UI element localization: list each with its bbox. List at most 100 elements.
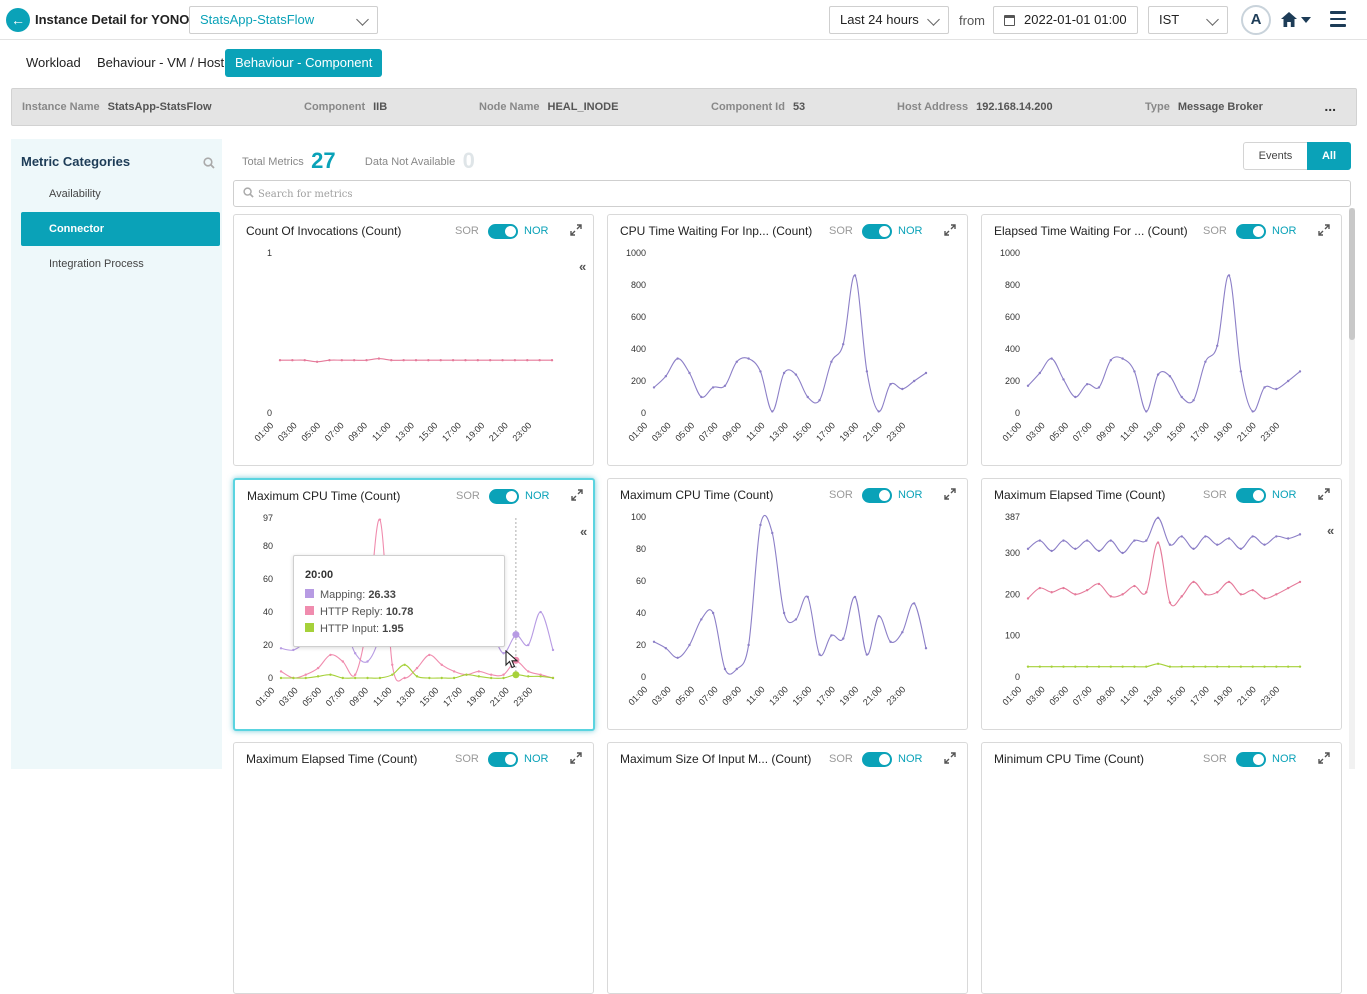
sidebar-item-connector[interactable]: Connector (21, 212, 220, 246)
sor-nor-toggle[interactable] (489, 489, 519, 504)
data-point (465, 673, 468, 676)
data-point (378, 676, 382, 680)
scrollbar-thumb[interactable] (1349, 208, 1355, 340)
metric-card[interactable]: Count Of Invocations (Count) SOR NOR « 0 1 01:… (233, 214, 594, 466)
data-point (451, 359, 455, 362)
search-icon[interactable] (203, 157, 215, 169)
events-filter-button[interactable]: Events (1243, 142, 1308, 170)
sor-nor-toggle[interactable] (1236, 752, 1266, 767)
metric-card[interactable]: Maximum Size Of Input M... (Count) SOR NOR (607, 742, 968, 994)
expand-icon[interactable] (1318, 224, 1330, 236)
data-point (1038, 586, 1042, 590)
metric-card[interactable]: Maximum Elapsed Time (Count) SOR NOR « 0 100 2… (981, 478, 1342, 730)
sor-nor-toggle[interactable] (862, 224, 892, 239)
data-point (1062, 539, 1065, 542)
timezone-select[interactable]: IST (1148, 6, 1228, 34)
x-tick-label: 17:00 (440, 420, 463, 443)
content-scrollbar[interactable] (1349, 208, 1355, 769)
expand-icon[interactable] (944, 752, 956, 764)
nor-label: NOR (1272, 489, 1297, 501)
data-point (1251, 665, 1254, 668)
x-tick-label: 09:00 (1094, 684, 1117, 707)
tab-behaviour-component[interactable]: Behaviour - Component (225, 49, 383, 77)
x-tick-label: 03:00 (650, 684, 673, 707)
collapse-legend-icon[interactable]: « (1327, 523, 1335, 538)
more-options-button[interactable]: ... (1324, 98, 1336, 114)
data-point (550, 359, 554, 362)
user-avatar[interactable]: A (1241, 5, 1271, 35)
collapse-legend-icon[interactable]: « (579, 259, 587, 274)
data-point (1062, 378, 1065, 381)
card-title: Minimum CPU Time (Count) (994, 752, 1145, 766)
data-point (901, 631, 904, 634)
data-point (377, 357, 381, 360)
data-point (1286, 665, 1290, 668)
metric-card[interactable]: Elapsed Time Waiting For ... (Count) SOR N… (981, 214, 1342, 466)
sor-nor-toggle[interactable] (1236, 224, 1266, 239)
home-icon[interactable] (1281, 12, 1297, 27)
time-range-value: Last 24 hours (840, 12, 919, 27)
mouse-cursor-icon (505, 650, 519, 669)
x-tick-label: 03:00 (277, 685, 300, 708)
metrics-search-input[interactable] (258, 185, 1338, 203)
component-info: Component IIB (304, 101, 388, 113)
metric-card[interactable]: Maximum CPU Time (Count) SOR NOR 0 20 40 60 80 1… (607, 478, 968, 730)
data-point (1192, 399, 1195, 402)
collapse-legend-icon[interactable]: « (580, 524, 588, 539)
tooltip-time: 20:00 (305, 569, 334, 581)
data-point (901, 387, 904, 391)
sor-nor-toggle[interactable] (862, 488, 892, 503)
sor-nor-toggle[interactable] (862, 752, 892, 767)
data-point (842, 637, 845, 640)
data-point (527, 675, 530, 678)
tab-workload[interactable]: Workload (26, 55, 81, 70)
metric-card[interactable]: Minimum CPU Time (Count) SOR NOR (981, 742, 1342, 994)
expand-icon[interactable] (944, 488, 956, 500)
sidebar-item-availability[interactable]: Availability (49, 188, 101, 200)
time-range-select[interactable]: Last 24 hours (829, 6, 949, 34)
sidebar-item-integration-process[interactable]: Integration Process (49, 258, 144, 270)
data-point (292, 676, 295, 680)
data-point (1121, 593, 1124, 596)
expand-icon[interactable] (944, 224, 956, 236)
instance-select[interactable]: StatsApp-StatsFlow (189, 6, 378, 34)
sor-label: SOR (1203, 753, 1227, 765)
expand-icon[interactable] (571, 489, 583, 501)
home-dropdown-chevron-icon[interactable] (1301, 17, 1311, 23)
data-point (889, 640, 892, 643)
component-id-info: Component Id 53 (711, 101, 806, 113)
metric-card[interactable]: Maximum CPU Time (Count) SOR NOR « 0 20 40 60 80… (233, 478, 595, 731)
card-title: Count Of Invocations (Count) (246, 224, 402, 238)
sor-nor-toggle[interactable] (488, 752, 518, 767)
nor-label: NOR (524, 753, 549, 765)
expand-icon[interactable] (570, 752, 582, 764)
chevron-down-icon (356, 13, 369, 26)
hamburger-menu-icon[interactable] (1330, 11, 1346, 31)
x-tick-label: 13:00 (394, 685, 417, 708)
x-tick-label: 21:00 (1235, 684, 1258, 707)
data-point (723, 667, 727, 671)
data-point (1216, 543, 1219, 546)
expand-icon[interactable] (1318, 488, 1330, 500)
data-point (1121, 551, 1124, 555)
expand-icon[interactable] (570, 224, 582, 236)
tab-behaviour-vm-host[interactable]: Behaviour - VM / Host (97, 55, 225, 70)
data-point (1097, 386, 1101, 389)
data-point (1133, 539, 1136, 542)
all-filter-button[interactable]: All (1307, 142, 1351, 170)
x-tick-label: 05:00 (673, 684, 696, 707)
sor-label: SOR (455, 225, 479, 237)
x-tick-label: 17:00 (1188, 684, 1211, 707)
sor-nor-toggle[interactable] (488, 224, 518, 239)
from-date-picker[interactable]: 2022-01-01 01:00 (993, 6, 1138, 34)
metric-card[interactable]: CPU Time Waiting For Inp... (Count) SOR NO… (607, 214, 968, 466)
metric-card[interactable]: Maximum Elapsed Time (Count) SOR NOR (233, 742, 594, 994)
expand-icon[interactable] (1318, 752, 1330, 764)
data-point (439, 359, 442, 362)
data-point (1180, 535, 1183, 538)
tooltip-series-value: 1.95 (382, 623, 404, 635)
sor-nor-toggle[interactable] (1236, 488, 1266, 503)
sor-label: SOR (1203, 489, 1227, 501)
data-point (502, 652, 505, 655)
back-arrow-icon[interactable]: ← (6, 8, 30, 32)
